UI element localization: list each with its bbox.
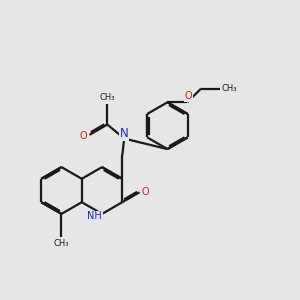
Text: N: N [120,127,128,140]
Text: NH: NH [87,211,102,221]
Text: CH₃: CH₃ [100,93,115,102]
Text: O: O [141,187,149,197]
Text: O: O [80,131,87,141]
Text: O: O [184,91,192,101]
Text: CH₃: CH₃ [221,84,237,93]
Text: CH₃: CH₃ [54,239,69,248]
